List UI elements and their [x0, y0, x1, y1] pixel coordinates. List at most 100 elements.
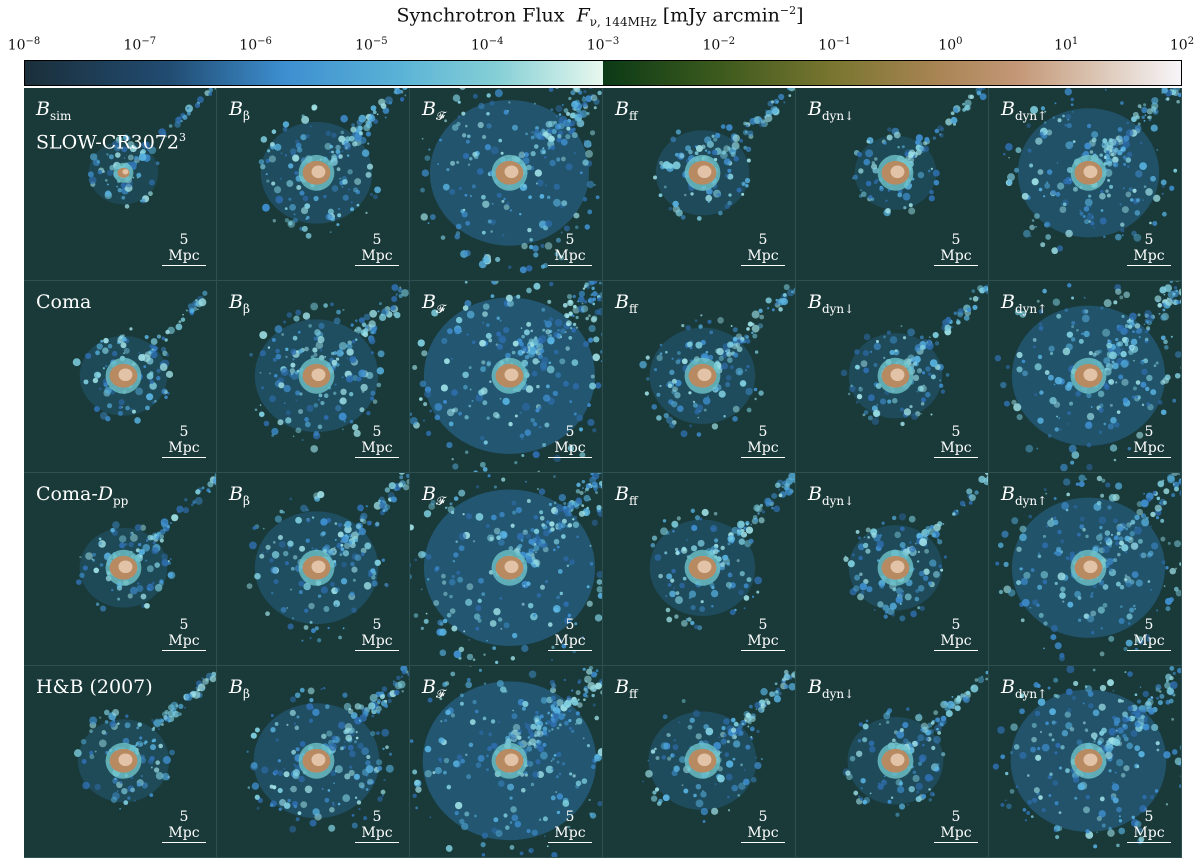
flux-map-image	[1003, 88, 1181, 255]
row-label: Bsim SLOW-CR30723	[36, 98, 186, 154]
scale-bar: 5 Mpc	[741, 232, 785, 266]
colorbar-tick-label: 10−6	[239, 36, 272, 54]
flux-map-panel: Bdyn↓ 5 Mpc	[796, 88, 989, 281]
flux-map-image	[840, 283, 988, 426]
scale-bar: 5 Mpc	[1127, 232, 1171, 266]
flux-map-panel: Coma-Dpp 5 Mpc	[24, 473, 217, 666]
flux-map-image	[639, 283, 795, 437]
scale-bar: 5 Mpc	[355, 232, 399, 266]
column-label: Bdyn↑	[1001, 675, 1048, 701]
scale-bar: 5 Mpc	[548, 424, 592, 458]
flux-map-image	[992, 665, 1181, 848]
row-label: Coma	[36, 290, 92, 313]
scale-bar: 5 Mpc	[355, 809, 399, 843]
colorbar-tick-label: 10−4	[470, 36, 504, 54]
flux-map-image	[994, 280, 1181, 471]
colorbar-tick-label: 10−8	[7, 36, 41, 54]
scale-bar: 5 Mpc	[162, 232, 206, 266]
scale-bar: 5 Mpc	[934, 424, 978, 458]
flux-map-image	[72, 290, 208, 424]
flux-map-panel: B𝓕 5 Mpc	[410, 88, 603, 281]
scale-bar: 5 Mpc	[1127, 424, 1171, 458]
flux-map-image	[653, 88, 795, 221]
flux-map-image	[649, 473, 795, 631]
row-label: Coma-Dpp	[36, 483, 129, 508]
colorbar-tick-label: 101	[1054, 36, 1079, 54]
column-label: Bff	[615, 290, 638, 316]
flux-map-panel: Bdyn↑ 5 Mpc	[989, 473, 1182, 666]
scale-bar: 5 Mpc	[548, 809, 592, 843]
flux-map-image	[842, 670, 988, 817]
flux-map-panel: Bβ 5 Mpc	[217, 665, 410, 858]
scale-bar: 5 Mpc	[355, 617, 399, 651]
scale-bar: 5 Mpc	[548, 232, 592, 266]
flux-map-image	[246, 473, 409, 643]
colorbar-tick-label: 10−7	[123, 36, 157, 54]
colorbar-tick-label: 102	[1169, 36, 1195, 54]
flux-map-panel: B𝓕 5 Mpc	[410, 280, 603, 473]
column-label: Bdyn↑	[1001, 98, 1048, 123]
flux-map-image	[258, 88, 408, 239]
flux-map-image	[87, 88, 216, 209]
flux-map-panel: Bdyn↓ 5 Mpc	[796, 665, 989, 858]
flux-map-image	[249, 280, 409, 453]
colorbar-tick-label: 10−5	[355, 36, 388, 54]
flux-map-panel: Bdyn↑ 5 Mpc	[989, 88, 1182, 281]
flux-map-image	[851, 88, 987, 217]
flux-map-image	[642, 669, 795, 823]
column-label: Bff	[615, 675, 638, 701]
flux-map-panel: Coma 5 Mpc	[24, 280, 217, 473]
row-label: H&B (2007)	[36, 675, 153, 698]
flux-map-panel: B𝓕 5 Mpc	[410, 665, 603, 858]
scale-bar: 5 Mpc	[162, 424, 206, 458]
flux-map-panel: Bdyn↓ 5 Mpc	[796, 280, 989, 473]
flux-map-image	[995, 473, 1181, 662]
colorbar	[24, 60, 1182, 86]
flux-map-panel: Bff 5 Mpc	[603, 473, 796, 666]
flux-map-panel: Bβ 5 Mpc	[217, 88, 410, 281]
flux-map-panel: Bβ 5 Mpc	[217, 473, 410, 666]
scale-bar: 5 Mpc	[934, 232, 978, 266]
column-label: Bβ	[229, 675, 250, 701]
scale-bar: 5 Mpc	[741, 424, 785, 458]
scale-bar: 5 Mpc	[1127, 617, 1171, 651]
column-label: Bff	[615, 98, 638, 123]
column-label: Bdyn↑	[1001, 483, 1048, 508]
flux-map-panel: Bdyn↑ 5 Mpc	[989, 665, 1182, 858]
flux-map-panel: Bsim SLOW-CR30723 5 Mpc	[24, 88, 217, 281]
flux-map-panel: Bβ 5 Mpc	[217, 280, 410, 473]
column-label: B𝓕	[422, 290, 445, 316]
flux-map-panel: Bff 5 Mpc	[603, 665, 796, 858]
column-label: Bβ	[229, 98, 250, 123]
scale-bar: 5 Mpc	[162, 809, 206, 843]
flux-map-image	[410, 665, 602, 857]
column-label: Bdyn↓	[808, 290, 855, 316]
column-label: B𝓕	[422, 98, 445, 123]
colorbar-blue-segment	[25, 61, 603, 85]
flux-map-image	[410, 280, 602, 472]
column-label: Bβ	[229, 483, 250, 508]
colorbar-tick-label: 10−3	[586, 36, 620, 54]
scale-bar: 5 Mpc	[1127, 809, 1171, 843]
scale-bar: 5 Mpc	[741, 617, 785, 651]
column-label: B𝓕	[422, 675, 445, 701]
panel-grid: Bsim SLOW-CR30723 5 Mpc Bβ 5 Mpc B𝓕 5 Mpc Bff 5 …	[24, 88, 1182, 858]
scale-bar: 5 Mpc	[355, 424, 399, 458]
flux-map-image	[420, 88, 602, 274]
flux-map-image	[410, 473, 602, 665]
colorbar-tick-label: 10−1	[818, 36, 851, 54]
column-label: Bdyn↓	[808, 483, 855, 508]
scale-bar: 5 Mpc	[934, 617, 978, 651]
scale-bar: 5 Mpc	[548, 617, 592, 651]
column-label: Bdyn↑	[1001, 290, 1048, 316]
flux-map-panel: Bdyn↑ 5 Mpc	[989, 280, 1182, 473]
flux-map-panel: H&B (2007) 5 Mpc	[24, 665, 217, 858]
colorbar-tick-label: 100	[938, 36, 963, 54]
flux-map-panel: Bff 5 Mpc	[603, 88, 796, 281]
column-label: Bβ	[229, 290, 250, 316]
colorbar-tick-label: 10−2	[702, 36, 736, 54]
flux-map-image	[246, 665, 409, 833]
colorbar-ticks: 10−8 10−7 10−6 10−5 10−4 10−3 10−2 10−1 100 101 10…	[8, 36, 1194, 58]
flux-map-image	[73, 671, 216, 810]
scale-bar: 5 Mpc	[741, 809, 785, 843]
